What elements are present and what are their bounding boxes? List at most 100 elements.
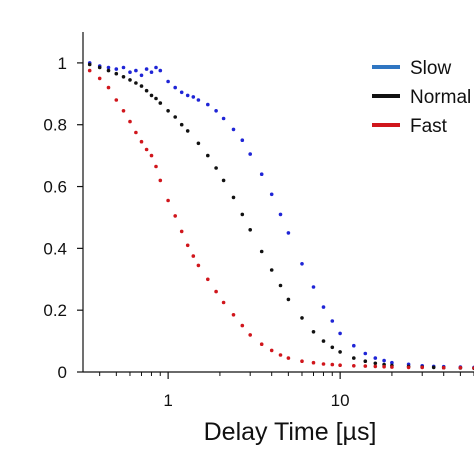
- data-point: [321, 362, 326, 366]
- data-point: [121, 65, 126, 70]
- data-point: [114, 71, 119, 76]
- legend-label-slow: Slow: [410, 58, 451, 79]
- data-point: [248, 333, 252, 337]
- data-point: [179, 90, 184, 95]
- data-point: [458, 365, 463, 370]
- data-point: [144, 88, 149, 93]
- data-point: [278, 283, 283, 288]
- data-point: [390, 365, 394, 369]
- data-point: [363, 351, 368, 356]
- data-point: [352, 364, 356, 368]
- y-tick-label: 0.8: [43, 116, 67, 135]
- data-point: [352, 356, 356, 360]
- data-point: [286, 297, 291, 302]
- data-point: [173, 85, 177, 90]
- data-point: [139, 139, 144, 144]
- data-point: [240, 138, 245, 142]
- data-point: [166, 198, 170, 203]
- data-point: [248, 152, 252, 156]
- data-point: [106, 68, 111, 73]
- data-point: [154, 96, 158, 101]
- data-point: [286, 356, 291, 360]
- x-tick-label: 1: [163, 391, 172, 410]
- y-tick-label: 1: [58, 54, 67, 73]
- data-point: [121, 75, 126, 79]
- series-fast: [87, 68, 474, 370]
- data-point: [214, 289, 218, 294]
- data-point: [128, 70, 132, 74]
- data-point: [149, 70, 154, 74]
- data-point: [352, 343, 356, 348]
- data-point: [321, 305, 326, 309]
- data-point: [134, 68, 138, 73]
- data-point: [330, 345, 335, 350]
- data-point: [382, 364, 386, 369]
- data-point: [139, 84, 144, 88]
- data-point: [231, 195, 236, 200]
- data-point: [363, 359, 368, 364]
- data-point: [97, 76, 102, 81]
- data-point: [158, 68, 163, 73]
- y-tick-label: 0.2: [43, 301, 67, 320]
- data-point: [221, 178, 226, 183]
- data-point: [214, 109, 218, 113]
- data-point: [300, 262, 304, 266]
- data-point: [431, 365, 436, 370]
- data-point: [185, 243, 190, 248]
- data-point: [373, 364, 378, 369]
- data-point: [214, 166, 218, 170]
- data-point: [390, 360, 394, 365]
- series-slow: [87, 61, 474, 370]
- data-point: [311, 330, 316, 334]
- data-point: [114, 98, 119, 102]
- data-point: [338, 331, 342, 336]
- data-point: [278, 212, 283, 217]
- data-point: [196, 141, 201, 146]
- data-point: [373, 356, 378, 360]
- data-point: [121, 109, 126, 113]
- legend: Slow Normal Fast: [372, 58, 471, 137]
- data-point: [221, 116, 226, 121]
- data-point: [311, 360, 316, 365]
- data-point: [166, 79, 170, 84]
- data-point: [154, 164, 158, 169]
- data-point: [441, 365, 446, 370]
- series-normal: [87, 62, 474, 371]
- data-point: [286, 231, 291, 235]
- data-point: [179, 229, 184, 234]
- data-point: [134, 130, 138, 135]
- data-point: [206, 102, 210, 107]
- data-point: [185, 129, 190, 133]
- data-point: [231, 313, 236, 317]
- data-point: [191, 254, 196, 258]
- data-point: [259, 342, 264, 347]
- data-point: [338, 350, 342, 354]
- data-point: [382, 358, 386, 363]
- data-point: [128, 78, 132, 82]
- data-point: [166, 109, 170, 113]
- plot-area: [87, 61, 474, 371]
- y-tick-label: 0: [58, 363, 67, 382]
- data-point: [179, 122, 184, 127]
- x-axis-label: Delay Time [µs]: [204, 418, 377, 446]
- data-point: [221, 300, 226, 305]
- data-point: [173, 115, 177, 119]
- data-point: [206, 277, 210, 282]
- data-point: [149, 93, 154, 98]
- data-point: [259, 249, 264, 254]
- data-point: [97, 65, 102, 70]
- data-point: [269, 268, 274, 272]
- data-point: [196, 98, 201, 102]
- data-point: [248, 228, 252, 232]
- data-point: [420, 365, 425, 370]
- data-point: [363, 364, 368, 368]
- data-point: [173, 214, 177, 218]
- data-point: [154, 65, 158, 70]
- data-point: [330, 362, 335, 367]
- data-point: [134, 81, 138, 85]
- y-tick-label: 0.4: [43, 239, 67, 258]
- data-point: [158, 178, 163, 183]
- data-point: [87, 62, 92, 67]
- data-point: [114, 67, 119, 71]
